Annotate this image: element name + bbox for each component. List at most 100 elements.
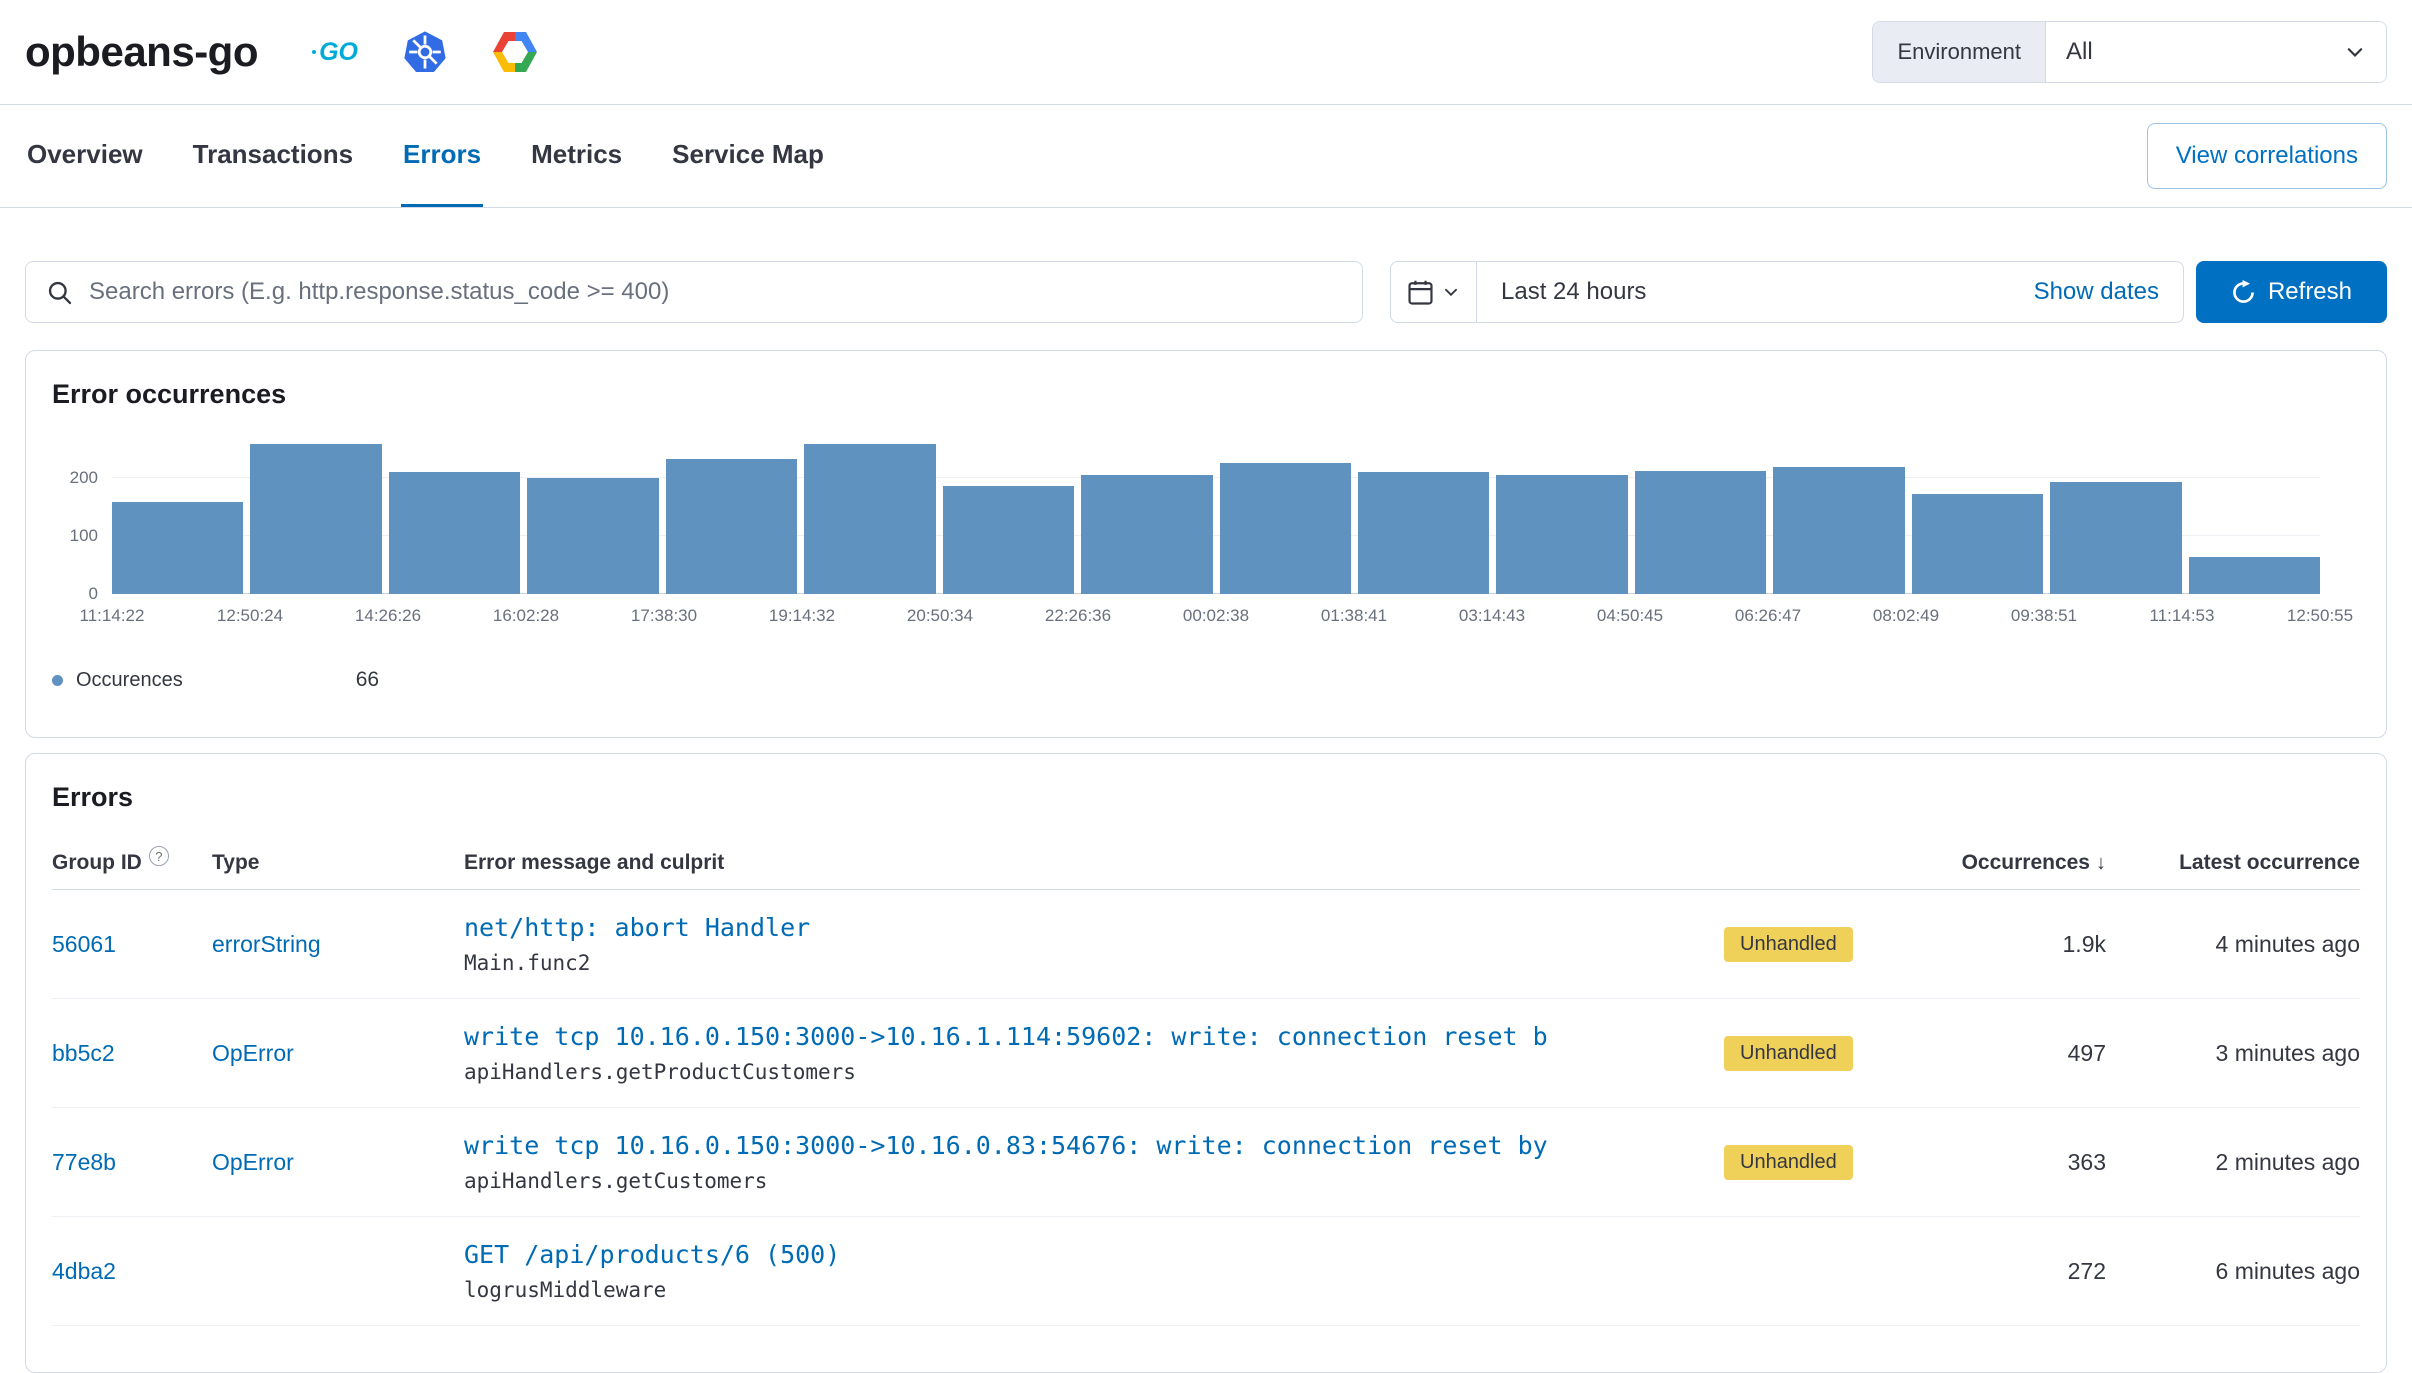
chart-bar[interactable]: [1773, 467, 1905, 594]
unhandled-badge: Unhandled: [1724, 1144, 1853, 1180]
table-row[interactable]: 56061 errorString net/http: abort Handle…: [52, 890, 2360, 999]
legend-label: Occurences: [76, 668, 183, 691]
error-type-link[interactable]: OpError: [212, 1148, 294, 1175]
x-tick-label: 22:26:36: [1044, 606, 1112, 625]
chart-bar[interactable]: [527, 478, 659, 594]
column-header-message: Error message and culprit: [464, 851, 725, 874]
y-tick-label: 100: [69, 526, 98, 545]
sort-down-icon: ↓: [2096, 851, 2106, 874]
error-message-link[interactable]: GET /api/products/6 (500): [464, 1240, 841, 1269]
occurrences-header-label: Occurrences: [1961, 851, 2090, 874]
y-tick-label: 200: [69, 468, 98, 487]
errors-panel-title: Errors: [52, 782, 134, 812]
search-row: Last 24 hours Show dates Refresh: [0, 261, 2412, 323]
chart-gridline: [112, 477, 2320, 478]
tab-metrics[interactable]: Metrics: [529, 105, 624, 207]
search-errors-input[interactable]: [89, 278, 1342, 306]
occurrences-value: 497: [2067, 1039, 2106, 1066]
chart-bar[interactable]: [1911, 494, 2044, 594]
table-row[interactable]: 77e8b OpError write tcp 10.16.0.150:3000…: [52, 1108, 2360, 1217]
chevron-down-icon: [1444, 288, 1458, 297]
x-tick-label: 19:14:32: [768, 606, 836, 625]
x-tick-label: 12:50:55: [2286, 606, 2354, 625]
search-icon: [48, 281, 72, 304]
column-header-occurrences[interactable]: Occurrences ↓: [1910, 851, 2130, 875]
error-type-link[interactable]: errorString: [212, 930, 321, 957]
refresh-icon: [2233, 279, 2254, 303]
group-id-link[interactable]: 77e8b: [52, 1148, 116, 1175]
latest-occurrence-value: 3 minutes ago: [2215, 1039, 2360, 1066]
chart-bar[interactable]: [2188, 557, 2320, 594]
tab-overview[interactable]: Overview: [25, 105, 145, 207]
x-tick-label: 12:50:24: [216, 606, 284, 625]
badge-cell: Unhandled: [1710, 926, 1910, 962]
table-row[interactable]: 4dba2 GET /api/products/6 (500) logrusMi…: [52, 1217, 2360, 1326]
error-message-link[interactable]: write tcp 10.16.0.150:3000->10.16.1.114:…: [464, 1022, 1548, 1051]
group-id-link[interactable]: 56061: [52, 930, 116, 957]
chart-bar[interactable]: [1219, 463, 1351, 594]
x-tick-label: 00:02:38: [1182, 606, 1250, 625]
show-dates-link[interactable]: Show dates: [2033, 278, 2159, 305]
error-message-cell: write tcp 10.16.0.150:3000->10.16.1.114:…: [464, 1022, 1710, 1084]
chart-bar[interactable]: [250, 444, 382, 594]
service-name: opbeans-go: [25, 28, 259, 75]
gcp-icon: [492, 29, 538, 75]
tab-errors[interactable]: Errors: [401, 105, 484, 207]
chart-bar[interactable]: [1357, 472, 1490, 594]
y-tick-label: 0: [88, 584, 98, 603]
error-message-link[interactable]: net/http: abort Handler: [464, 913, 811, 942]
chart-gridlines: [112, 434, 2320, 594]
x-tick-label: 11:14:53: [2149, 606, 2215, 625]
chart-bar[interactable]: [942, 486, 1075, 594]
chart-bar[interactable]: [804, 444, 936, 594]
table-row[interactable]: bb5c2 OpError write tcp 10.16.0.150:3000…: [52, 999, 2360, 1108]
occurrences-value: 1.9k: [2062, 930, 2106, 957]
chart-bar[interactable]: [1634, 471, 1767, 594]
chevron-down-icon: [2347, 48, 2363, 57]
agent-icons: GO: [312, 29, 538, 75]
chart-panel-title: Error occurrences: [52, 379, 287, 409]
x-tick-label: 14:26:26: [354, 606, 422, 625]
tab-service-map[interactable]: Service Map: [670, 105, 826, 207]
kubernetes-icon: [402, 29, 448, 75]
group-id-link[interactable]: 4dba2: [52, 1257, 116, 1284]
view-correlations-button[interactable]: View correlations: [2146, 123, 2387, 189]
chart-bar[interactable]: [388, 472, 521, 594]
go-label: GO: [319, 37, 358, 66]
occurrences-value: 272: [2067, 1257, 2106, 1284]
go-agent-icon: GO: [312, 29, 358, 75]
badge-cell: Unhandled: [1710, 1144, 1910, 1180]
refresh-button[interactable]: Refresh: [2196, 261, 2387, 323]
x-tick-label: 09:38:51: [2010, 606, 2078, 625]
unhandled-badge: Unhandled: [1724, 926, 1853, 962]
tab-transactions[interactable]: Transactions: [191, 105, 355, 207]
latest-occurrence-value: 2 minutes ago: [2215, 1148, 2360, 1175]
x-tick-label: 16:02:28: [492, 606, 560, 625]
error-type-link[interactable]: OpError: [212, 1039, 294, 1066]
date-picker-calendar-button[interactable]: [1391, 262, 1477, 322]
chart-legend[interactable]: Occurences 66: [52, 668, 2360, 692]
column-header-latest: Latest occurrence: [2179, 851, 2360, 874]
chart-plot: 11:14:22 12:50:24 14:26:26 16:02:28 17:38:30…: [80, 434, 2353, 625]
chart-bars: [112, 434, 2320, 594]
error-message-link[interactable]: write tcp 10.16.0.150:3000->10.16.0.83:5…: [464, 1131, 1548, 1160]
chart-bar[interactable]: [1496, 475, 1628, 594]
kubernetes-svg: [404, 31, 446, 72]
x-tick-label: 17:38:30: [630, 606, 698, 625]
error-culprit: apiHandlers.getCustomers: [464, 1169, 768, 1193]
error-culprit: apiHandlers.getProductCustomers: [464, 1060, 856, 1084]
environment-value-wrap[interactable]: All: [2046, 22, 2386, 82]
x-tick-label: 11:14:22: [79, 606, 145, 625]
chart-bar[interactable]: [2050, 482, 2182, 594]
occurrences-value: 363: [2067, 1148, 2106, 1175]
chart-bar[interactable]: [1081, 475, 1213, 594]
column-header-type: Type: [212, 851, 260, 874]
x-tick-label: 08:02:49: [1872, 606, 1940, 625]
environment-select[interactable]: Environment All: [1872, 21, 2387, 83]
chart-bar[interactable]: [665, 459, 798, 594]
question-in-circle-icon[interactable]: ?: [148, 846, 169, 866]
chart-bar[interactable]: [112, 502, 244, 594]
time-range-label[interactable]: Last 24 hours: [1501, 278, 1647, 305]
group-id-link[interactable]: bb5c2: [52, 1039, 115, 1066]
date-picker: Last 24 hours Show dates: [1390, 261, 2184, 323]
